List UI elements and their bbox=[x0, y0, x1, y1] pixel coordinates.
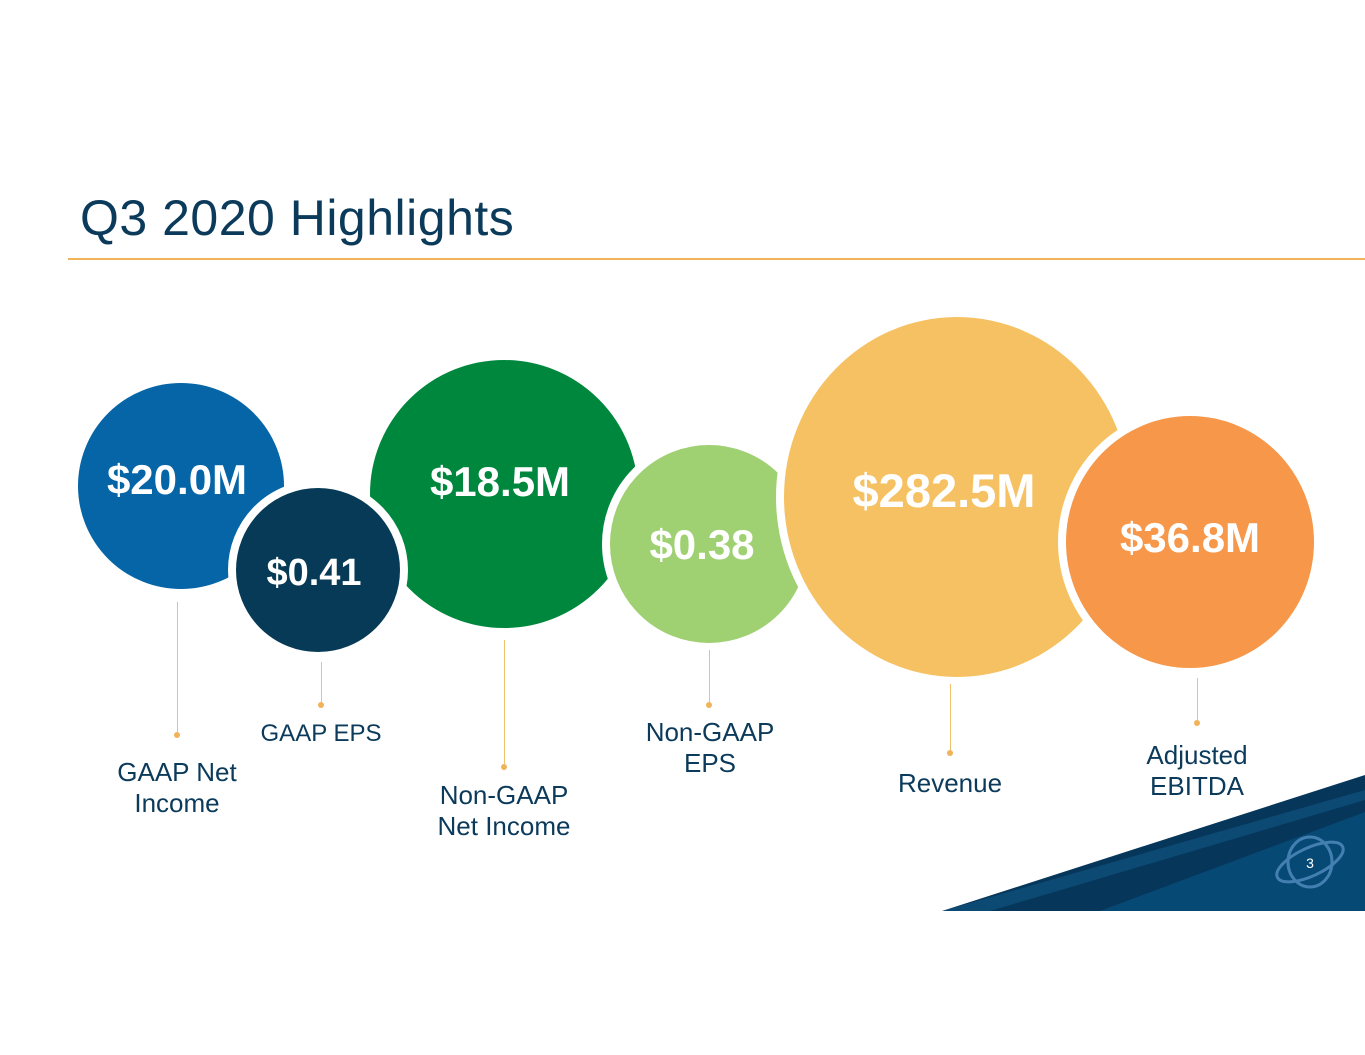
metric-value: $0.41 bbox=[266, 552, 362, 594]
metric-bubble-adjusted-ebitda bbox=[1058, 408, 1322, 676]
connector-dot bbox=[501, 764, 507, 770]
connector-line bbox=[950, 684, 951, 750]
label-line: Adjusted bbox=[1146, 740, 1248, 770]
label-line: GAAP EPS bbox=[260, 720, 382, 747]
metric-label-non-gaap-net-income: Non-GAAP Net Income bbox=[384, 780, 624, 842]
metric-value: $36.8M bbox=[1119, 514, 1261, 561]
label-line: Net Income bbox=[437, 811, 571, 841]
metric-label-gaap-net-income: GAAP Net Income bbox=[57, 757, 297, 819]
metric-bubble-non-gaap-eps bbox=[602, 437, 816, 651]
globe-logo-icon bbox=[1275, 835, 1345, 889]
page-number: 3 bbox=[1306, 855, 1314, 871]
connector-dot bbox=[1194, 720, 1200, 726]
connector-dot bbox=[174, 732, 180, 738]
connector-line bbox=[1197, 678, 1198, 720]
metric-label-revenue: Revenue bbox=[830, 768, 1070, 799]
connector-dot bbox=[947, 750, 953, 756]
connector-dot bbox=[706, 702, 712, 708]
metric-value: $20.0M bbox=[106, 456, 248, 503]
metric-bubble-gaap-eps bbox=[228, 480, 408, 660]
metric-value: $18.5M bbox=[429, 458, 571, 505]
metric-label-non-gaap-eps: Non-GAAP EPS bbox=[590, 717, 830, 779]
connector-line bbox=[177, 602, 178, 732]
connector-dot bbox=[318, 702, 324, 708]
label-line: Non-GAAP bbox=[645, 717, 775, 747]
label-line: Revenue bbox=[897, 768, 1003, 798]
slide-title: Q3 2020 Highlights bbox=[80, 190, 515, 246]
connector-line bbox=[321, 662, 322, 702]
connector-line bbox=[504, 640, 505, 764]
label-line: EBITDA bbox=[1150, 771, 1244, 801]
connector-line bbox=[709, 650, 710, 702]
metric-label-adjusted-ebitda: Adjusted EBITDA bbox=[1077, 740, 1317, 802]
label-line: GAAP Net bbox=[117, 757, 237, 787]
metric-value: $0.38 bbox=[649, 521, 755, 568]
label-line: EPS bbox=[683, 748, 737, 778]
title-divider bbox=[68, 258, 1365, 260]
label-line: Income bbox=[134, 788, 220, 818]
label-line: Non-GAAP bbox=[439, 780, 569, 810]
metric-value: $282.5M bbox=[852, 464, 1036, 517]
metric-label-gaap-eps: GAAP EPS bbox=[201, 718, 441, 749]
